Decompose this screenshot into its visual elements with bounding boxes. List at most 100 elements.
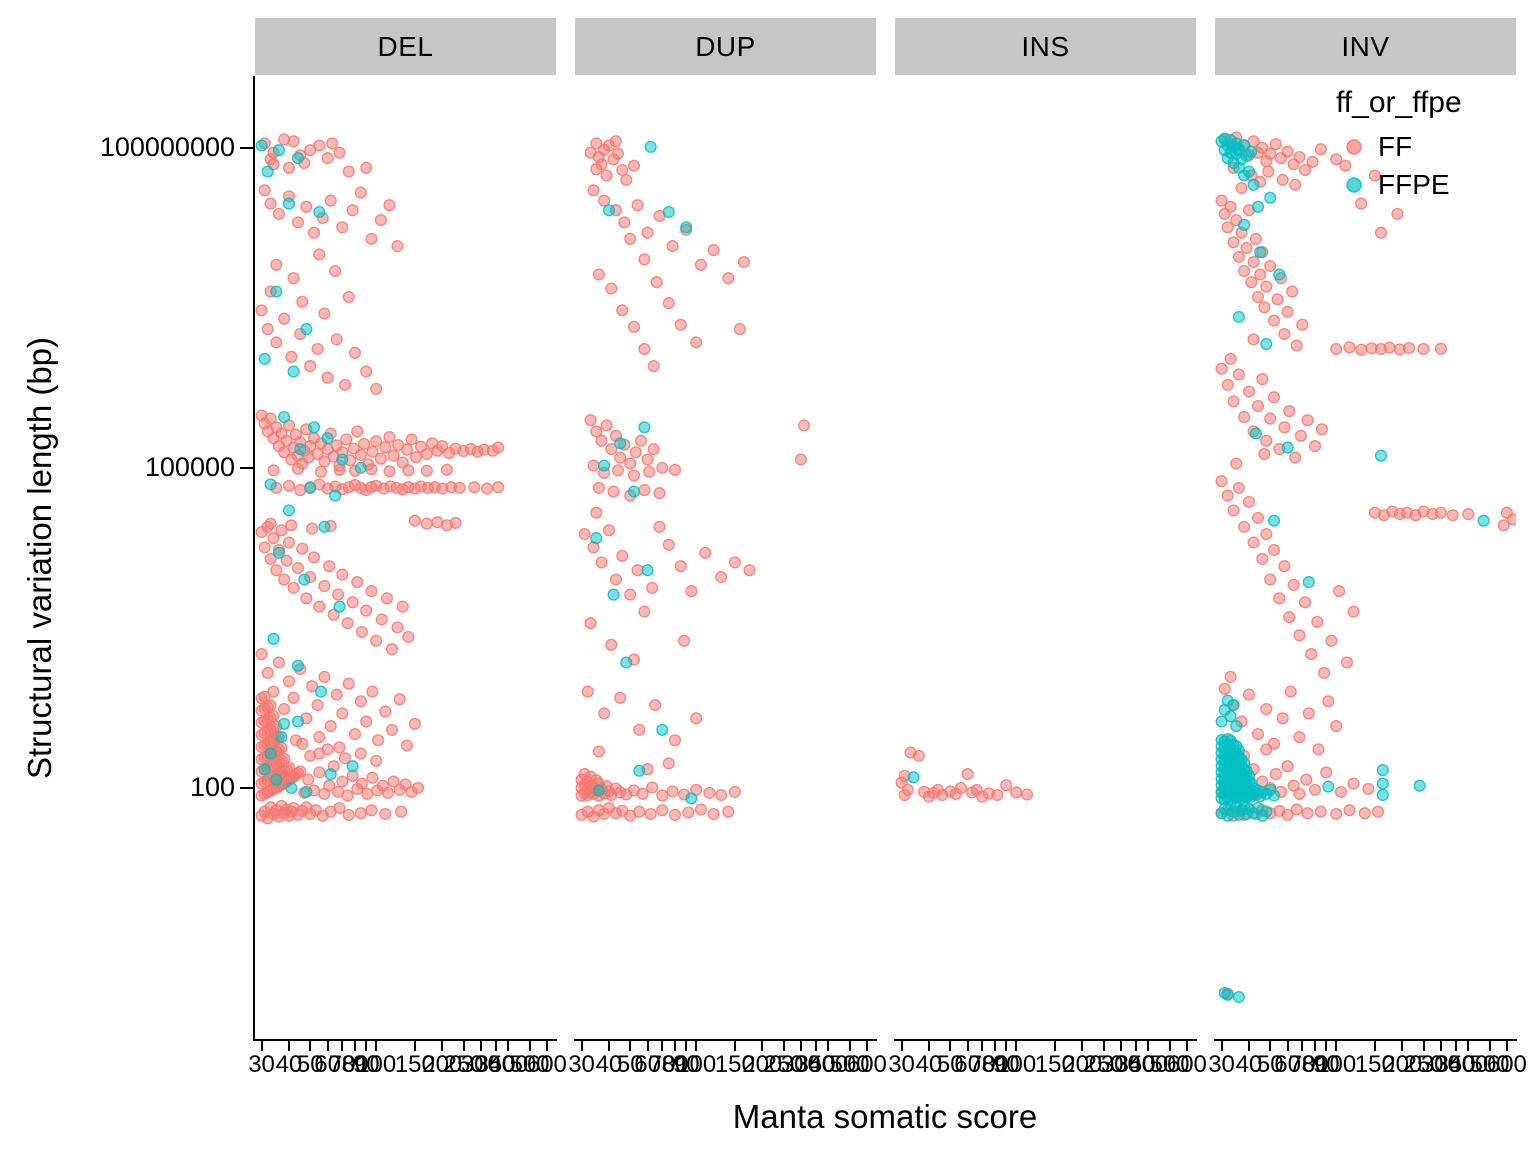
- x-tick-label: 40: [275, 1051, 303, 1078]
- x-tick-mark: [865, 1041, 868, 1051]
- x-tick-mark: [1119, 1041, 1122, 1051]
- facet-strip-dup: DUP: [575, 18, 876, 75]
- x-tick-label: 90: [352, 1051, 380, 1078]
- y-tick-label: 100000: [144, 451, 235, 482]
- x-tick-label: 300: [1100, 1051, 1141, 1078]
- x-tick-label: 60: [954, 1051, 981, 1078]
- x-tick-mark: [799, 1041, 802, 1051]
- legend-item-ff: FF: [1342, 128, 1462, 166]
- x-tick-mark: [646, 1041, 649, 1051]
- x-tick-label: 400: [1128, 1051, 1169, 1078]
- x-tick-mark: [1134, 1041, 1137, 1051]
- x-tick-mark: [1422, 1041, 1425, 1051]
- x-tick-label: 250: [1403, 1051, 1444, 1078]
- x-tick-label: 50: [616, 1051, 644, 1078]
- x-tick-mark: [1467, 1041, 1470, 1051]
- x-tick-mark: [1247, 1041, 1250, 1051]
- legend-item-ffpe: FFPE: [1342, 166, 1462, 204]
- x-tick-label: 300: [1420, 1051, 1461, 1078]
- x-tick-label: 80: [1301, 1051, 1329, 1078]
- x-tick-mark: [981, 1041, 984, 1051]
- x-tick-mark: [528, 1041, 531, 1051]
- x-tick-mark: [1401, 1041, 1404, 1051]
- y-tick-label: 100000000: [99, 131, 235, 162]
- points-ins: [895, 746, 1034, 803]
- x-tick-mark: [1373, 1041, 1376, 1051]
- x-tick-mark: [341, 1041, 344, 1051]
- x-tick-label: 200: [422, 1051, 463, 1078]
- x-tick-mark: [607, 1041, 610, 1051]
- y-tick-mark: [240, 146, 254, 149]
- x-tick-label: 150: [1034, 1051, 1075, 1078]
- legend-title: ff_or_ffpe: [1336, 86, 1462, 119]
- x-tick-mark: [1335, 1041, 1338, 1051]
- x-tick-mark: [1081, 1041, 1084, 1051]
- x-tick-label: 500: [829, 1051, 870, 1078]
- x-axis-line-inv: [1214, 1039, 1517, 1041]
- x-axis-line-ins: [894, 1039, 1197, 1041]
- x-tick-mark: [375, 1041, 378, 1051]
- x-tick-mark: [479, 1041, 482, 1051]
- x-tick-label: 200: [1382, 1051, 1423, 1078]
- x-tick-label: 40: [915, 1051, 943, 1078]
- x-tick-label: 350: [1115, 1051, 1156, 1078]
- x-tick-mark: [1301, 1041, 1304, 1051]
- x-tick-mark: [1015, 1041, 1018, 1051]
- x-tick-mark: [1325, 1041, 1328, 1051]
- x-tick-mark: [462, 1041, 465, 1051]
- x-tick-mark: [1147, 1041, 1150, 1051]
- x-tick-mark: [1220, 1041, 1223, 1051]
- x-tick-label: 30: [248, 1051, 275, 1078]
- y-tick-mark: [240, 787, 254, 789]
- x-tick-label: 40: [595, 1051, 623, 1078]
- facet-strip-ins: INS: [895, 18, 1196, 75]
- x-axis-line-del: [254, 1039, 557, 1041]
- x-tick-label: 150: [714, 1051, 755, 1078]
- x-tick-mark: [782, 1041, 785, 1051]
- x-tick-mark: [949, 1041, 952, 1051]
- x-tick-label: 150: [1354, 1051, 1395, 1078]
- x-tick-label: 80: [341, 1051, 369, 1078]
- x-tick-mark: [1102, 1041, 1105, 1051]
- x-tick-label: 400: [808, 1051, 849, 1078]
- x-axis-title: Manta somatic score: [732, 1098, 1038, 1135]
- facet-strip-del: DEL: [255, 18, 556, 75]
- x-axis-line-dup: [574, 1039, 877, 1041]
- x-tick-mark: [494, 1041, 497, 1051]
- x-tick-mark: [260, 1041, 263, 1051]
- x-tick-mark: [1313, 1041, 1316, 1051]
- x-tick-label: 500: [1149, 1051, 1190, 1078]
- x-tick-mark: [287, 1041, 290, 1051]
- points-dup: [575, 135, 811, 823]
- legend-item-label: FF: [1378, 131, 1413, 162]
- x-tick-mark: [365, 1041, 368, 1051]
- x-tick-mark: [761, 1041, 764, 1051]
- y-axis-title: Structural variation length (bp): [21, 336, 58, 780]
- x-tick-label: 30: [568, 1051, 595, 1078]
- x-tick-label: 100: [356, 1051, 397, 1078]
- x-tick-mark: [1269, 1041, 1272, 1051]
- x-tick-label: 50: [296, 1051, 324, 1078]
- x-tick-mark: [1185, 1041, 1188, 1051]
- x-tick-mark: [1053, 1041, 1056, 1051]
- x-tick-label: 250: [1083, 1051, 1124, 1078]
- x-tick-label: 90: [672, 1051, 700, 1078]
- x-tick-mark: [1454, 1041, 1457, 1051]
- x-tick-mark: [827, 1041, 830, 1051]
- x-tick-label: 250: [763, 1051, 804, 1078]
- x-tick-mark: [353, 1041, 356, 1051]
- x-tick-mark: [695, 1041, 698, 1051]
- x-tick-label: 70: [968, 1051, 996, 1078]
- x-tick-label: 600: [1486, 1051, 1527, 1078]
- legend-item-label: FFPE: [1378, 169, 1450, 200]
- x-tick-mark: [661, 1041, 664, 1051]
- x-tick-mark: [1005, 1041, 1008, 1051]
- legend-swatch-ff-icon: [1346, 139, 1362, 155]
- x-tick-label: 500: [509, 1051, 550, 1078]
- x-tick-label: 300: [780, 1051, 821, 1078]
- legend-swatch-ffpe-icon: [1346, 177, 1362, 193]
- points-del: [255, 133, 505, 825]
- x-tick-label: 600: [1166, 1051, 1207, 1078]
